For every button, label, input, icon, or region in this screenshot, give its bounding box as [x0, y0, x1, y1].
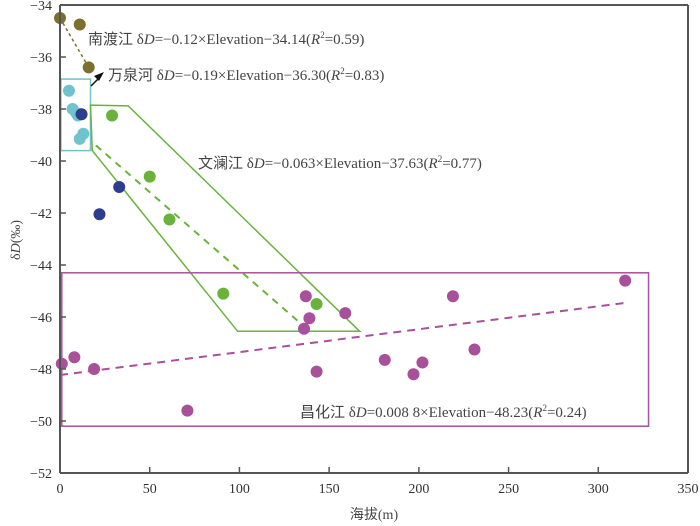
y-tick-label: −40: [30, 155, 52, 170]
annotation-wenlan-tail: =0.77): [442, 156, 482, 172]
x-tick-label: 300: [588, 482, 609, 497]
annotation-wanquan-eq: =−0.19×Elevation−36.30(: [175, 68, 331, 84]
data-point-文澜江: [310, 298, 323, 310]
annotation-wanquan-d: D: [163, 68, 175, 84]
annotation-nandu-eq: =−0.12×Elevation−34.14(: [155, 32, 311, 48]
y-tick-label: −48: [30, 363, 52, 378]
y-tick-label: −50: [30, 415, 52, 430]
data-point-南渡江: [82, 61, 95, 74]
trend-line-昌化江: [59, 301, 626, 376]
x-tick-label: 50: [143, 482, 157, 497]
data-point-unlabeled: [75, 108, 88, 121]
annotation-wenlan-d: D: [253, 156, 265, 172]
arrow-icon: [90, 72, 104, 87]
data-point-昌化江: [407, 368, 420, 381]
annotation-wanquan-tail: =0.83): [345, 68, 385, 84]
data-point-昌化江: [298, 322, 311, 335]
annotation-nandu-sup: 2: [320, 30, 325, 40]
annotation-wenlan-delta: δ: [243, 156, 254, 172]
y-tick-label: −52: [30, 467, 52, 482]
data-point-文澜江: [163, 213, 176, 226]
annotation-changhua-r: R: [532, 405, 542, 421]
annotation-changhua-name: 昌化江: [300, 404, 345, 421]
data-point-昌化江: [55, 357, 68, 370]
data-point-昌化江: [310, 365, 323, 378]
y-tick-label: −34: [30, 0, 52, 14]
annotation-changhua: 昌化江 δD=0.008 8×Elevation−48.23(R2=0.24): [300, 403, 587, 421]
y-tick-label: −36: [30, 51, 52, 66]
x-tick-label: 250: [498, 482, 519, 497]
data-point-万泉河: [73, 132, 86, 145]
x-tick-label: 100: [229, 482, 250, 497]
annotation-wanquan-delta: δ: [153, 68, 164, 84]
axes: [59, 4, 689, 474]
annotation-wanquan-sup: 2: [340, 66, 345, 76]
y-tick-label: −38: [30, 103, 52, 118]
y-axis-label: δD(‰): [9, 220, 24, 260]
data-point-昌化江: [339, 307, 352, 320]
data-point-昌化江: [619, 274, 632, 287]
data-point-unlabeled: [93, 208, 106, 221]
annotation-nandu-name: 南渡江: [88, 31, 133, 48]
annotation-wanquan-name: 万泉河: [108, 67, 153, 84]
data-point-昌化江: [68, 351, 81, 364]
x-tick-label: 0: [57, 482, 64, 497]
enclosure-昌化江: [61, 272, 650, 427]
x-ticks: 0 50 100 150 200 250 300 350: [57, 467, 699, 497]
annotation-wenlan: 文澜江 δD=−0.063×Elevation−37.63(R2=0.77): [198, 154, 482, 172]
annotation-nandu-d: D: [143, 32, 155, 48]
y-axis-label-delta: δ: [9, 253, 24, 260]
annotation-wanquan-r: R: [330, 68, 340, 84]
data-point-昌化江: [181, 404, 194, 417]
data-point-文澜江: [217, 287, 230, 300]
data-point-昌化江: [299, 290, 312, 303]
trend-line-文澜江: [95, 144, 312, 334]
y-ticks: −34 −36 −38 −40 −42 −44 −46 −48 −50 −52: [30, 0, 66, 482]
x-tick-label: 200: [408, 482, 429, 497]
data-point-文澜江: [106, 109, 119, 122]
data-point-昌化江: [468, 343, 481, 356]
annotation-wenlan-sup: 2: [438, 154, 443, 164]
annotation-nandu-tail: =0.59): [325, 32, 365, 48]
group-enclosures: [60, 78, 650, 427]
annotation-wenlan-name: 文澜江: [198, 155, 243, 172]
annotation-nandu-r: R: [310, 32, 320, 48]
data-points: [54, 12, 632, 417]
x-axis-label: 海拔(m): [350, 507, 399, 523]
data-point-昌化江: [378, 353, 391, 366]
annotation-nandu-delta: δ: [133, 32, 144, 48]
y-tick-label: −46: [30, 311, 52, 326]
annotation-wanquan: 万泉河 δD=−0.19×Elevation−36.30(R2=0.83): [108, 66, 384, 84]
annotation-changhua-delta: δ: [345, 405, 356, 421]
data-point-昌化江: [303, 312, 316, 325]
data-point-文澜江: [143, 170, 156, 183]
y-axis-label-d: D: [9, 243, 24, 254]
y-tick-label: −42: [30, 207, 52, 222]
trend-lines: [59, 17, 626, 376]
y-tick-label: −44: [30, 259, 52, 274]
data-point-unlabeled: [113, 181, 126, 193]
data-point-昌化江: [88, 363, 101, 375]
data-point-南渡江: [73, 18, 86, 31]
annotation-wenlan-r: R: [428, 156, 438, 172]
data-point-万泉河: [62, 84, 75, 97]
data-point-昌化江: [446, 290, 459, 303]
x-tick-label: 150: [319, 482, 340, 497]
y-axis-label-unit: (‰): [9, 220, 24, 244]
x-tick-label: 350: [678, 482, 699, 497]
annotation-wenlan-eq: =−0.063×Elevation−37.63(: [265, 156, 429, 172]
data-point-昌化江: [416, 356, 429, 369]
annotation-changhua-sup: 2: [542, 403, 547, 413]
annotation-nandu: 南渡江 δD=−0.12×Elevation−34.14(R2=0.59): [88, 30, 364, 48]
annotation-changhua-eq: =0.008 8×Elevation−48.23(: [367, 405, 534, 421]
annotation-changhua-d: D: [355, 405, 367, 421]
annotation-changhua-tail: =0.24): [547, 405, 587, 421]
